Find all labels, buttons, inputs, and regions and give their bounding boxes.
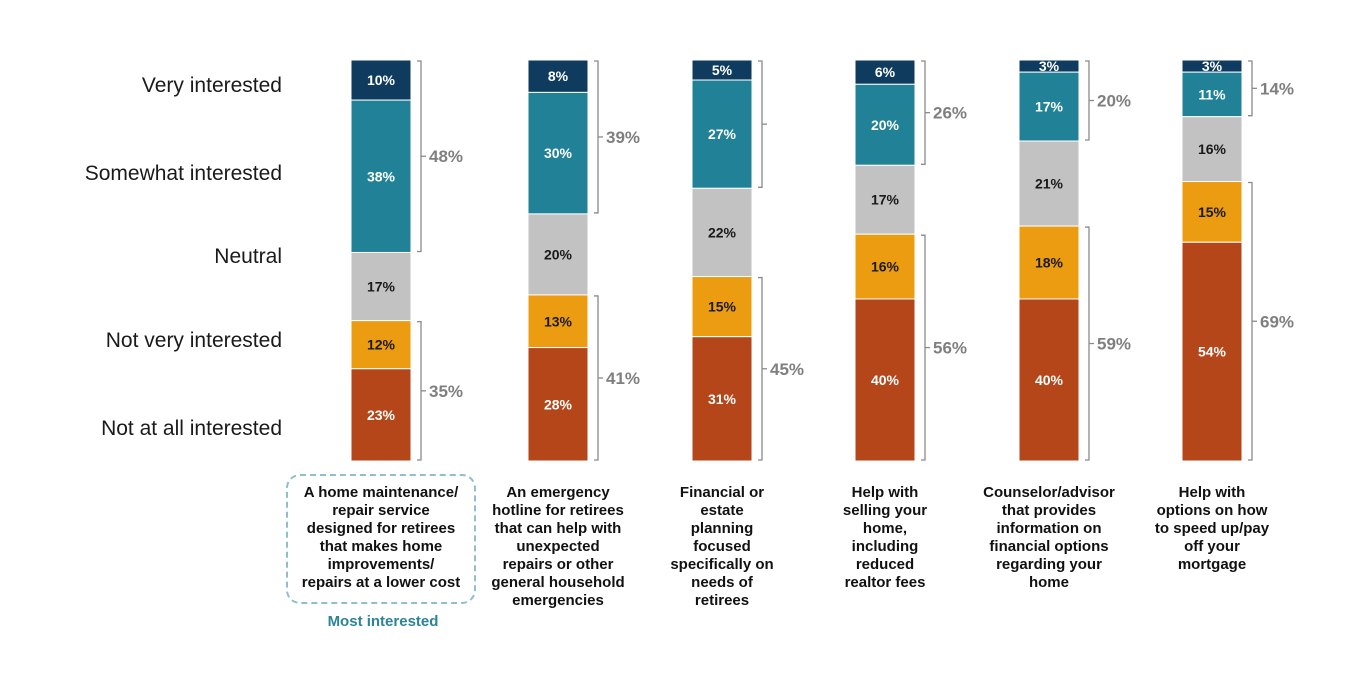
value-label: 17% (367, 279, 396, 295)
value-label: 40% (871, 372, 900, 388)
top-two-box-label: 26% (933, 104, 967, 123)
top-two-box-bracket (417, 60, 422, 253)
bar-segment (1181, 241, 1243, 462)
value-label: 6% (875, 64, 896, 80)
value-label: 31% (708, 391, 737, 407)
most-interested-note: Most interested (327, 613, 439, 630)
bar-segment (691, 187, 753, 278)
bottom-two-box-label: 35% (429, 382, 463, 401)
bottom-two-box-label: 59% (1097, 335, 1131, 354)
value-label: 13% (544, 313, 573, 329)
category-label: Help with selling your home, including r… (842, 484, 928, 591)
bar-segment (1018, 140, 1080, 227)
value-label: 17% (871, 192, 900, 208)
value-label: 15% (1198, 204, 1227, 220)
value-label: 40% (1035, 372, 1064, 388)
value-label: 23% (367, 407, 396, 423)
category-label: Counselor/advisor that provides informat… (983, 484, 1115, 591)
bar-segment (1181, 116, 1243, 183)
legend-label-somewhat-interested: Somewhat interested (85, 162, 282, 185)
bottom-two-box-bracket (921, 234, 926, 461)
bar-segment (527, 91, 589, 215)
value-label: 3% (1039, 58, 1060, 74)
bar-segment (350, 368, 412, 462)
legend-label-neutral: Neutral (214, 245, 282, 268)
value-label: 22% (708, 224, 737, 240)
bar-segment (854, 83, 916, 166)
bar-segment (350, 99, 412, 253)
value-label: 18% (1035, 255, 1064, 271)
bar-segment (527, 347, 589, 462)
bottom-two-box-bracket (1248, 181, 1253, 461)
bottom-two-box-bracket (1085, 226, 1090, 461)
value-label: 8% (548, 68, 569, 84)
category-label: Help with options on how to speed up/pay… (1154, 484, 1270, 573)
bar-segment (854, 164, 916, 235)
category-label: Financial or estate planning focused spe… (670, 484, 774, 609)
value-label: 38% (367, 168, 396, 184)
top-two-box-label: 20% (1097, 92, 1131, 111)
value-label: 20% (871, 117, 900, 133)
bar-segment (1181, 181, 1243, 243)
top-two-box-bracket (758, 60, 763, 188)
bottom-two-box-bracket (594, 295, 599, 461)
bar-segment (854, 59, 916, 85)
bar-segment (691, 276, 753, 338)
top-two-box-bracket (1248, 60, 1253, 117)
value-label: 16% (871, 259, 900, 275)
value-label: 28% (544, 396, 573, 412)
top-two-box-bracket (1085, 60, 1090, 141)
value-label: 3% (1202, 58, 1223, 74)
value-label: 30% (544, 145, 573, 161)
bar-segment (1018, 298, 1080, 462)
category-label: An emergency hotline for retirees that c… (491, 484, 625, 609)
bar-segment (854, 233, 916, 300)
bar-segment (1018, 71, 1080, 142)
legend-label-very-interested: Very interested (142, 74, 282, 97)
value-label: 10% (367, 72, 396, 88)
value-label: 21% (1035, 176, 1064, 192)
value-label: 54% (1198, 344, 1227, 360)
legend-label-not-very-interested: Not very interested (106, 329, 282, 352)
value-label: 5% (712, 62, 733, 78)
value-label: 15% (708, 299, 737, 315)
legend-label-not-at-all-interested: Not at all interested (101, 417, 282, 440)
bar-segment (527, 59, 589, 93)
category-label: A home maintenance/ repair service desig… (301, 484, 461, 591)
top-two-box-bracket (594, 60, 599, 214)
bottom-two-box-bracket (417, 321, 422, 461)
top-two-box-label: 14% (1260, 79, 1294, 98)
bottom-two-box-label: 41% (606, 369, 640, 388)
bar-segment (527, 213, 589, 296)
bar-segment (691, 336, 753, 462)
value-label: 17% (1035, 99, 1064, 115)
value-label: 20% (544, 246, 573, 262)
top-two-box-bracket (921, 60, 926, 165)
value-label: 11% (1198, 86, 1226, 102)
value-label: 27% (708, 126, 737, 142)
highlight-box (286, 474, 476, 604)
bottom-two-box-label: 56% (933, 339, 967, 358)
bottom-two-box-bracket (758, 276, 763, 461)
bottom-two-box-label: 45% (770, 360, 804, 379)
value-label: 16% (1198, 141, 1227, 157)
bar-segment (527, 294, 589, 349)
top-two-box-label: 48% (429, 147, 463, 166)
bar-segment (854, 298, 916, 462)
top-two-box-label: 39% (606, 128, 640, 147)
bottom-two-box-label: 69% (1260, 312, 1294, 331)
value-label: 12% (367, 337, 396, 353)
